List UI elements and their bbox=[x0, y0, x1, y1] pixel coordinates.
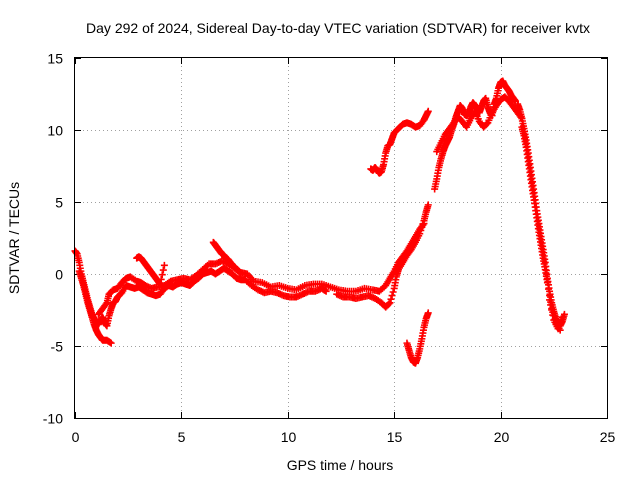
x-tick-label: 20 bbox=[494, 429, 510, 445]
data-point-marker bbox=[107, 339, 115, 347]
series-group bbox=[94, 220, 428, 318]
data-point-marker bbox=[550, 312, 558, 320]
axis-ticks: 0 5 10 15 20 25 -10 -5 0 5 10 15 bbox=[43, 51, 616, 446]
data-point-marker bbox=[419, 221, 427, 229]
data-point-marker bbox=[159, 266, 167, 274]
y-tick-label: 10 bbox=[47, 123, 63, 139]
data-point-marker bbox=[549, 308, 557, 316]
x-tick-label: 5 bbox=[178, 429, 186, 445]
data-point-marker bbox=[558, 313, 566, 321]
data-point-marker bbox=[385, 300, 393, 308]
data-point-marker bbox=[547, 298, 555, 306]
series-group bbox=[367, 107, 432, 177]
data-point-marker bbox=[483, 120, 491, 128]
series-group bbox=[518, 123, 564, 334]
chart-title: Day 292 of 2024, Sidereal Day-to-day VTE… bbox=[86, 20, 590, 36]
data-point-marker bbox=[156, 280, 164, 288]
data-point-marker bbox=[548, 305, 556, 313]
plot-frame bbox=[74, 57, 608, 419]
data-point-marker bbox=[387, 295, 395, 303]
data-point-marker bbox=[546, 292, 554, 300]
y-tick-label: -5 bbox=[51, 339, 64, 355]
data-point-marker bbox=[424, 201, 432, 209]
grid-lines bbox=[75, 58, 607, 418]
y-tick-label: 15 bbox=[47, 51, 63, 67]
series-group bbox=[75, 267, 115, 347]
data-point-marker bbox=[424, 309, 432, 317]
data-point-marker bbox=[237, 270, 245, 278]
y-tick-label: 0 bbox=[55, 267, 63, 283]
x-tick-label: 25 bbox=[600, 429, 616, 445]
y-tick-label: -10 bbox=[43, 411, 63, 427]
y-axis-label: SDTVAR / TECUs bbox=[6, 182, 22, 294]
data-point-marker bbox=[386, 299, 394, 307]
data-point-marker bbox=[388, 292, 396, 300]
x-tick-label: 15 bbox=[387, 429, 403, 445]
data-point-marker bbox=[551, 315, 559, 323]
data-point-marker bbox=[543, 279, 551, 287]
data-point-marker bbox=[102, 300, 110, 308]
data-point-marker bbox=[424, 107, 432, 115]
data-point-marker bbox=[389, 288, 397, 296]
x-tick-label: 10 bbox=[281, 429, 297, 445]
data-point-marker bbox=[158, 271, 166, 279]
data-point-marker bbox=[556, 326, 564, 334]
x-tick-label: 0 bbox=[72, 429, 80, 445]
data-points bbox=[71, 77, 568, 367]
y-tick-label: 5 bbox=[55, 195, 63, 211]
data-point-marker bbox=[160, 261, 168, 269]
x-axis-label: GPS time / hours bbox=[287, 457, 394, 473]
data-point-marker bbox=[544, 285, 552, 293]
data-point-marker bbox=[157, 275, 165, 283]
series-group bbox=[133, 238, 245, 288]
series-group bbox=[403, 309, 432, 367]
data-point-marker bbox=[420, 220, 428, 228]
